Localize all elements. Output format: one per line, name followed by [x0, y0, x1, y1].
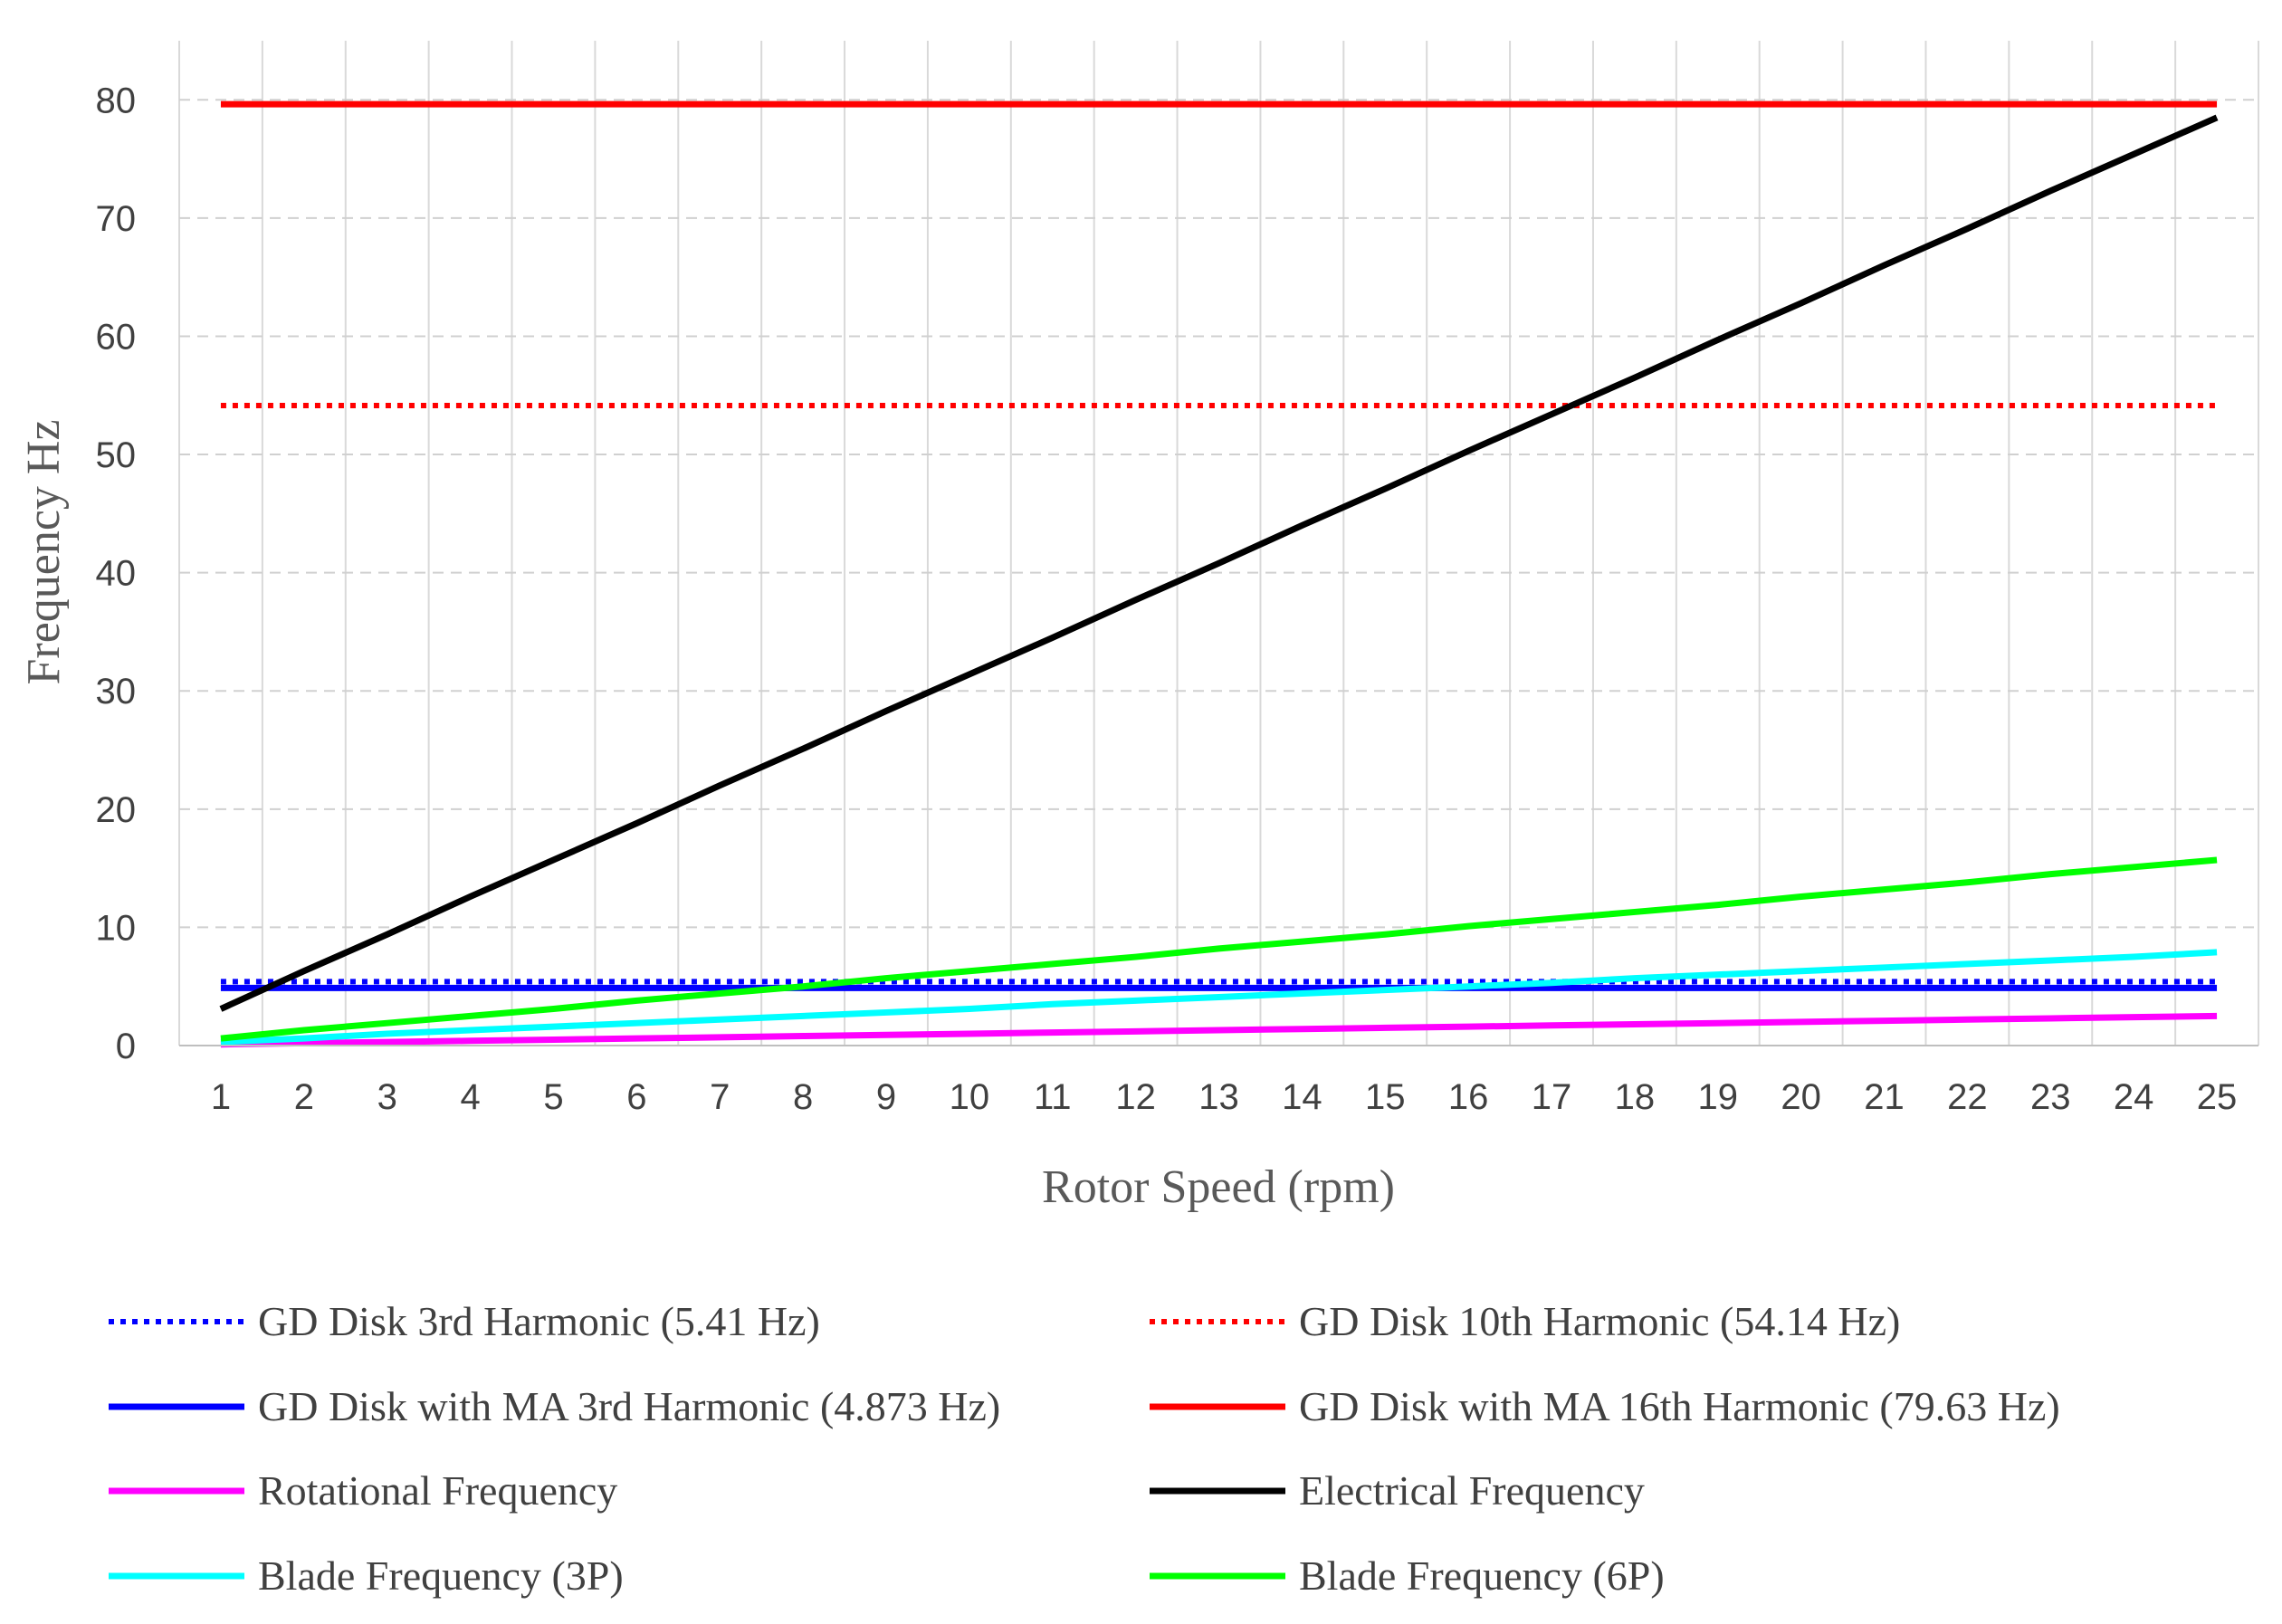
series-group — [219, 100, 2219, 1048]
series-line — [220, 856, 2218, 1042]
y-tick-label: 40 — [96, 554, 137, 594]
legend-label: Blade Frequency (6P) — [1299, 1552, 1665, 1599]
x-tick-label: 21 — [1864, 1077, 1905, 1117]
y-tick-label: 50 — [96, 435, 137, 475]
y-tick-label: 70 — [96, 199, 137, 239]
y-tick-label: 0 — [116, 1027, 136, 1066]
grid — [178, 41, 2259, 1046]
x-tick-label: 14 — [1282, 1077, 1322, 1117]
x-tick-label: 5 — [543, 1077, 563, 1117]
x-tick-label: 4 — [460, 1077, 480, 1117]
x-tick-label: 20 — [1781, 1077, 1821, 1117]
legend-label: Rotational Frequency — [258, 1467, 617, 1514]
x-tick-label: 23 — [2030, 1077, 2071, 1117]
legend: GD Disk 3rd Harmonic (5.41 Hz) GD Disk 10… — [109, 1298, 2060, 1599]
x-tick-label: 6 — [626, 1077, 646, 1117]
x-tick-label: 2 — [294, 1077, 314, 1117]
x-tick-label: 19 — [1698, 1077, 1739, 1117]
series-line — [220, 1012, 2218, 1048]
legend-label: GD Disk 3rd Harmonic (5.41 Hz) — [258, 1298, 820, 1344]
x-tick-label: 11 — [1034, 1077, 1072, 1117]
y-tick-label: 80 — [96, 81, 137, 120]
x-tick-label: 22 — [1947, 1077, 1988, 1117]
x-tick-label: 25 — [2197, 1077, 2238, 1117]
series-line — [219, 114, 2219, 1012]
x-tick-label: 1 — [211, 1077, 231, 1117]
y-tick-label: 30 — [96, 672, 137, 712]
y-axis-title: Frequency Hz — [18, 419, 70, 684]
x-tick-label: 12 — [1115, 1077, 1156, 1117]
x-tick-label: 3 — [377, 1077, 397, 1117]
x-tick-label: 13 — [1198, 1077, 1239, 1117]
x-tick-label: 16 — [1448, 1077, 1489, 1117]
x-tick-label: 8 — [793, 1077, 813, 1117]
x-tick-label: 7 — [710, 1077, 730, 1117]
x-tick-label: 24 — [2114, 1077, 2154, 1117]
y-tick-label: 10 — [96, 908, 137, 948]
legend-label: GD Disk with MA 3rd Harmonic (4.873 Hz) — [258, 1383, 1000, 1429]
x-tick-label: 18 — [1615, 1077, 1656, 1117]
y-tick-label: 20 — [96, 790, 137, 830]
x-tick-label: 9 — [876, 1077, 896, 1117]
legend-label: GD Disk with MA 16th Harmonic (79.63 Hz) — [1299, 1383, 2060, 1429]
x-tick-label: 17 — [1532, 1077, 1572, 1117]
y-tick-label: 60 — [96, 317, 137, 357]
series-line — [220, 949, 2218, 1046]
x-tick-label: 10 — [950, 1077, 990, 1117]
legend-label: GD Disk 10th Harmonic (54.14 Hz) — [1299, 1298, 1900, 1344]
x-tick-label: 15 — [1365, 1077, 1406, 1117]
legend-label: Electrical Frequency — [1299, 1467, 1645, 1514]
legend-label: Blade Frequency (3P) — [258, 1552, 624, 1599]
x-axis-title: Rotor Speed (rpm) — [1042, 1161, 1395, 1213]
